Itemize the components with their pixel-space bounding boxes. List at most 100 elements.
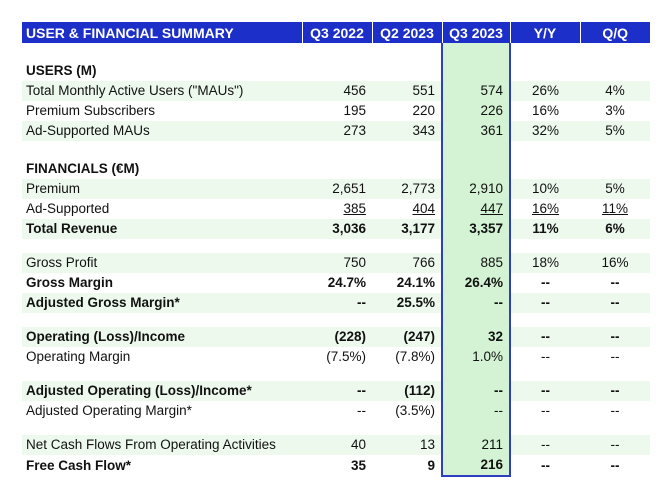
cell: 6%: [580, 219, 650, 239]
row-label: Adjusted Operating (Loss)/Income*: [22, 381, 302, 401]
row-label: Operating Margin: [22, 347, 302, 367]
cell: 24.1%: [372, 273, 442, 293]
cell: 4%: [580, 81, 650, 101]
table-row: Ad-Supported MAUs 273 343 361 32% 5%: [22, 121, 650, 141]
cell: --: [580, 327, 650, 347]
cell: 447: [441, 199, 511, 219]
cell: 216: [441, 455, 511, 477]
cell: 10%: [510, 179, 580, 199]
cell: --: [580, 435, 650, 455]
cell: --: [441, 401, 511, 421]
cell: 32: [441, 327, 511, 347]
cell: 1.0%: [441, 347, 511, 367]
cell: (228): [302, 327, 372, 347]
cell: 211: [441, 435, 511, 455]
cell: 5%: [580, 179, 650, 199]
row-label: Operating (Loss)/Income: [22, 327, 302, 347]
cell: 343: [372, 121, 442, 141]
cell: --: [580, 273, 650, 293]
cell: 195: [302, 101, 372, 121]
cell: 226: [441, 101, 511, 121]
cell: 885: [441, 253, 511, 273]
cell: 361: [441, 121, 511, 141]
table-row: Net Cash Flows From Operating Activities…: [22, 435, 650, 455]
cell: --: [580, 455, 650, 476]
cell: --: [510, 327, 580, 347]
cell: 574: [441, 81, 511, 101]
cell: 3,036: [302, 219, 372, 239]
cell: --: [510, 273, 580, 293]
section-heading: FINANCIALS (€M): [22, 155, 302, 179]
section-heading: USERS (M): [22, 57, 302, 81]
cell: 16%: [510, 101, 580, 121]
col-header: Q2 2023: [372, 22, 443, 43]
cell: --: [302, 293, 372, 313]
cell: --: [510, 455, 580, 476]
table-title: USER & FINANCIAL SUMMARY: [22, 22, 303, 43]
table-row: Operating (Loss)/Income (228) (247) 32 -…: [22, 327, 650, 347]
cell: 551: [372, 81, 442, 101]
table-row: Gross Profit 750 766 885 18% 16%: [22, 253, 650, 273]
cell: 766: [372, 253, 442, 273]
table-row: Ad-Supported 385 404 447 16% 11%: [22, 199, 650, 219]
section-heading-row: FINANCIALS (€M): [22, 155, 650, 179]
cell: --: [302, 401, 372, 421]
cell: --: [510, 293, 580, 313]
cell: --: [580, 401, 650, 421]
table-row: Total Revenue 3,036 3,177 3,357 11% 6%: [22, 219, 650, 239]
cell: --: [580, 381, 650, 401]
cell: 35: [302, 455, 372, 476]
cell: 385: [302, 199, 372, 219]
cell: (7.5%): [302, 347, 372, 367]
cell: 220: [372, 101, 442, 121]
cell: 26%: [510, 81, 580, 101]
cell: (247): [372, 327, 442, 347]
table-row: Gross Margin 24.7% 24.1% 26.4% -- --: [22, 273, 650, 293]
cell: --: [510, 381, 580, 401]
cell: 16%: [580, 253, 650, 273]
table-row: Total Monthly Active Users ("MAUs") 456 …: [22, 81, 650, 101]
row-label: Gross Margin: [22, 273, 302, 293]
cell: (112): [372, 381, 442, 401]
table-row: Free Cash Flow* 35 9 216 -- --: [22, 455, 650, 477]
cell: 404: [372, 199, 442, 219]
section-heading-row: USERS (M): [22, 57, 650, 81]
table-row: Premium 2,651 2,773 2,910 10% 5%: [22, 179, 650, 199]
cell: --: [441, 381, 511, 401]
cell: 26.4%: [441, 273, 511, 293]
cell: 13: [372, 435, 442, 455]
cell: 3,357: [441, 219, 511, 239]
cell: 2,773: [372, 179, 442, 199]
row-label: Free Cash Flow*: [22, 455, 302, 476]
cell: 2,651: [302, 179, 372, 199]
row-label: Net Cash Flows From Operating Activities: [22, 435, 302, 455]
col-header: Q/Q: [580, 22, 650, 43]
cell: 273: [302, 121, 372, 141]
row-label: Total Monthly Active Users ("MAUs"): [22, 81, 302, 101]
table-row: Operating Margin (7.5%) (7.8%) 1.0% -- -…: [22, 347, 650, 367]
cell: 3%: [580, 101, 650, 121]
cell: --: [510, 347, 580, 367]
financial-summary-table: USER & FINANCIAL SUMMARY Q3 2022 Q2 2023…: [22, 22, 650, 477]
row-label: Gross Profit: [22, 253, 302, 273]
cell: 2,910: [441, 179, 511, 199]
cell: 16%: [510, 199, 580, 219]
table-row: Adjusted Operating (Loss)/Income* -- (11…: [22, 381, 650, 401]
cell: 456: [302, 81, 372, 101]
cell: 5%: [580, 121, 650, 141]
row-label: Ad-Supported: [22, 199, 302, 219]
cell: 32%: [510, 121, 580, 141]
cell: --: [441, 293, 511, 313]
row-label: Premium: [22, 179, 302, 199]
cell: 11%: [580, 199, 650, 219]
cell: 18%: [510, 253, 580, 273]
cell: --: [510, 435, 580, 455]
row-label: Adjusted Gross Margin*: [22, 293, 302, 313]
header-row: USER & FINANCIAL SUMMARY Q3 2022 Q2 2023…: [22, 22, 650, 43]
col-header: Y/Y: [510, 22, 581, 43]
cell: 3,177: [372, 219, 442, 239]
table-row: Premium Subscribers 195 220 226 16% 3%: [22, 101, 650, 121]
cell: 40: [302, 435, 372, 455]
cell: (7.8%): [372, 347, 442, 367]
cell: (3.5%): [372, 401, 442, 421]
